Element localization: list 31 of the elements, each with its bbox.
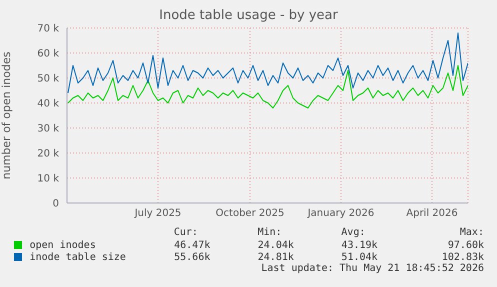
x-tick-label: April 2026 — [406, 208, 458, 220]
line-series — [68, 65, 468, 108]
x-tick-label: July 2025 — [134, 208, 182, 220]
text: 43.19k — [341, 240, 379, 250]
text: Max: — [458, 227, 484, 239]
text: 97.60k — [446, 240, 484, 250]
y-tick-label: 30 k — [37, 124, 60, 135]
y-tick-label: 10 k — [37, 174, 60, 185]
chart-title: Inode table usage - by year — [158, 8, 339, 23]
y-tick-label: 20 k — [37, 148, 60, 160]
y-tick-label: 50 k — [37, 74, 60, 85]
y-tick-label: 40 k — [37, 98, 60, 110]
y-axis-title: number of open inodes — [0, 51, 13, 180]
text: Min: — [258, 227, 283, 239]
text: 46.47k — [174, 240, 212, 250]
text: Avg: — [341, 227, 366, 239]
text: Last update: Thu May 21 18:45:52 2026 — [260, 263, 484, 275]
legend-label: open inodes — [30, 240, 97, 250]
text: 55.66k — [174, 252, 212, 262]
text: 51.04k — [341, 252, 379, 262]
y-tick-label: 60 k — [37, 48, 60, 60]
x-tick-label: January 2026 — [306, 208, 374, 220]
text: 102.83k — [440, 252, 484, 262]
text: Cur: — [174, 227, 199, 239]
y-tick-label: 70 k — [37, 24, 60, 35]
x-tick-label: October 2025 — [216, 208, 284, 220]
text: 24.04k — [258, 240, 295, 250]
line-series — [68, 32, 468, 94]
text: 24.81k — [258, 252, 295, 262]
y-tick-label: 0 — [52, 198, 59, 210]
legend-label: inode table size — [30, 252, 127, 262]
